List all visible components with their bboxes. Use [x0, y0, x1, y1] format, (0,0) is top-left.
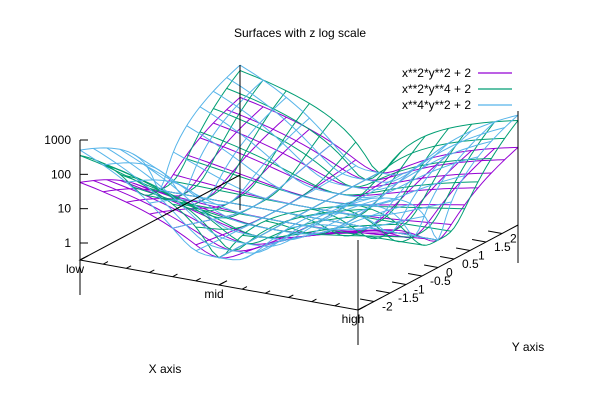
mesh-line [241, 173, 403, 260]
mesh-line [218, 172, 380, 259]
legend-entry-label: x**4*y**2 + 2 [402, 98, 471, 112]
mesh-line [311, 130, 473, 233]
surfaces-group [79, 64, 519, 261]
y-axis-label: Y axis [512, 340, 544, 354]
y-tick [456, 247, 471, 251]
mesh-line [334, 121, 496, 237]
legend-entry-label: x**2*y**4 + 2 [402, 82, 471, 96]
x-minor-tick [265, 290, 271, 294]
y-tick-label: 1.5 [494, 240, 511, 254]
chart-title: Surfaces with z log scale [234, 26, 366, 40]
y-tick [392, 281, 407, 285]
z-tick-label: 100 [51, 167, 71, 181]
y-tick-label: -2 [382, 300, 393, 314]
x-tick-label: high [342, 312, 365, 326]
x-minor-tick [241, 286, 248, 290]
x-minor-tick [149, 269, 155, 273]
mesh-line [126, 97, 287, 200]
mesh-line [357, 114, 519, 242]
mesh-line [288, 142, 449, 231]
y-tick [376, 290, 391, 294]
y-tick [360, 298, 375, 302]
z-tick-label: 1 [64, 236, 71, 250]
y-tick-label: 0 [446, 266, 453, 280]
x-minor-tick [126, 265, 132, 269]
y-tick [472, 239, 487, 243]
legend-entry-label: x**2*y**2 + 2 [402, 66, 471, 80]
y-tick [424, 264, 439, 268]
mesh-line [242, 167, 403, 254]
mesh-line [239, 96, 519, 174]
x-minor-tick [218, 282, 225, 286]
x-minor-tick [172, 273, 178, 278]
mesh-line [149, 103, 310, 212]
y-tick-label: 1 [478, 249, 485, 263]
x-minor-tick [288, 294, 294, 298]
x-minor-tick [102, 261, 109, 265]
y-tick [488, 230, 503, 234]
mesh-line [172, 142, 334, 229]
x-tick-label: low [66, 262, 84, 276]
y-tick-label: 2 [510, 232, 517, 246]
y-tick-label: 0.5 [462, 257, 479, 271]
y-tick-label: -0.5 [430, 274, 451, 288]
y-tick-label: -1.5 [398, 291, 419, 305]
x-minor-tick [357, 307, 364, 311]
x-tick-label: mid [204, 287, 223, 301]
x-minor-tick [311, 298, 317, 303]
z-tick-label: 10 [58, 202, 72, 216]
surface-x-4-y-2-2 [79, 64, 519, 261]
mesh-line [265, 159, 426, 246]
y-tick-label: -1 [414, 283, 425, 297]
mesh-line [103, 79, 264, 195]
x-minor-tick [195, 277, 201, 282]
y-tick [408, 273, 423, 277]
mesh-line [79, 64, 241, 192]
y-tick [440, 256, 455, 260]
legend: x**2*y**2 + 2 x**2*y**4 + 2 x**4*y**2 + 2 [402, 66, 512, 112]
x-minor-tick [79, 257, 86, 261]
axes-group: 1101001000lowmidhigh-2-1.5-1-0.500.511.5… [44, 65, 519, 345]
x-axis-label: X axis [149, 362, 182, 376]
mesh-line [195, 165, 357, 252]
mesh-line [149, 117, 310, 206]
z-tick-label: 1000 [44, 133, 71, 147]
x-minor-tick [334, 302, 340, 307]
